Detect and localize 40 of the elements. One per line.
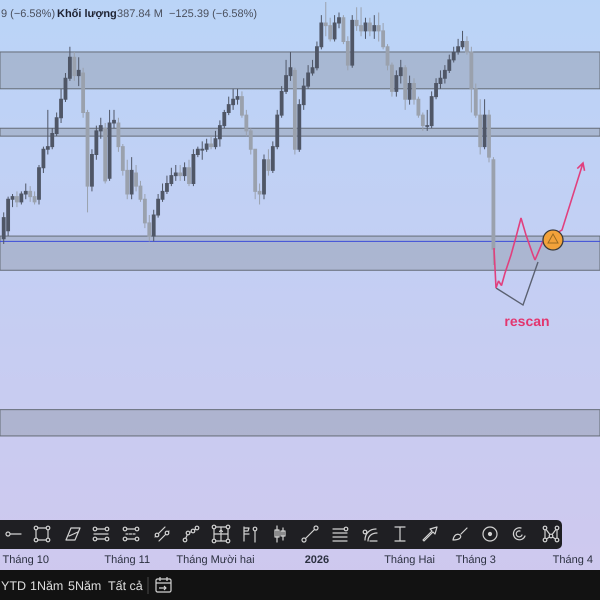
candlestick xyxy=(266,148,270,176)
x-tick-label: Tháng 3 xyxy=(456,554,496,566)
text: YTD xyxy=(1,579,26,593)
candlestick xyxy=(28,186,32,202)
x-tick-label: Tháng 10 xyxy=(2,554,50,566)
text: 5Năm xyxy=(68,579,102,593)
candlestick xyxy=(492,156,496,266)
x-tick-label: Tháng 11 xyxy=(104,554,150,566)
candlestick xyxy=(372,14,376,40)
candlestick xyxy=(368,17,372,37)
candlestick xyxy=(364,17,368,40)
candlestick xyxy=(178,164,182,182)
candlestick xyxy=(15,190,19,208)
candlestick xyxy=(403,64,408,110)
candlestick xyxy=(103,122,108,184)
candlestick xyxy=(76,56,81,87)
annotation: 9 (−6.58%) xyxy=(1,8,56,20)
candlestick xyxy=(192,148,196,187)
candlestick xyxy=(262,154,266,200)
annotation: −125.39 (−6.58%) xyxy=(169,8,258,20)
candlestick xyxy=(350,14,354,68)
text: Tất cả xyxy=(108,579,143,593)
candlestick xyxy=(408,75,412,106)
text: 1Năm xyxy=(30,579,64,593)
candlestick xyxy=(482,98,486,150)
annotation: Khối lượng xyxy=(57,8,117,20)
annotation: 387.84 M xyxy=(117,8,163,20)
x-tick-label: Tháng Mười hai xyxy=(176,554,255,566)
candlestick xyxy=(182,162,186,182)
candlestick xyxy=(130,156,134,200)
candlestick xyxy=(209,136,213,150)
candlestick xyxy=(200,140,204,160)
candlestick xyxy=(292,67,297,156)
x-tick-label: 2026 xyxy=(304,554,330,566)
candlestick xyxy=(487,109,491,163)
candlestick xyxy=(187,159,191,187)
text: rescan xyxy=(504,313,550,329)
x-tick-label: Tháng Hai xyxy=(384,554,435,566)
candlestick xyxy=(72,51,76,82)
x-tick-label: Tháng 4 xyxy=(552,554,594,566)
